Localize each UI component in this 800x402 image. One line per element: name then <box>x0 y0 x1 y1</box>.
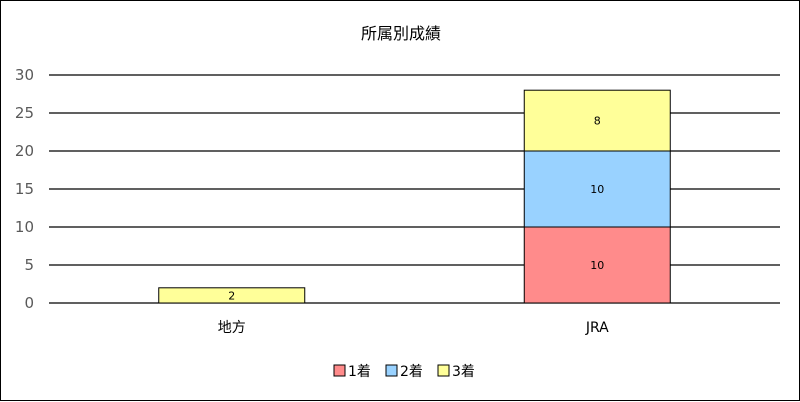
chart-title: 所属別成績 <box>361 24 441 43</box>
legend: 1着 2着 3着 <box>333 364 475 380</box>
y-tick-label: 25 <box>15 104 34 122</box>
bar-segment-3着-JRA <box>523 89 671 152</box>
y-tick-label: 0 <box>24 294 34 312</box>
legend-swatch-1着 <box>333 364 346 377</box>
bars-layer: 2 地方 10 10 8 JRA <box>158 89 671 336</box>
y-tick-label: 20 <box>15 142 34 160</box>
legend-label: 2着 <box>400 364 423 380</box>
legend-swatch-2着 <box>385 364 398 377</box>
y-tick-label: 30 <box>15 66 34 84</box>
legend-label: 1着 <box>348 364 371 380</box>
y-tick-label: 5 <box>24 256 34 274</box>
y-tick-label: 15 <box>15 180 34 198</box>
data-label: 8 <box>594 115 601 128</box>
bar-segment-3着-地方 <box>158 287 306 304</box>
x-tick-label: JRA <box>585 320 609 336</box>
data-label: 10 <box>590 259 604 272</box>
x-tick-label: 地方 <box>218 320 246 336</box>
legend-swatch-3着 <box>437 364 450 377</box>
legend-label: 3着 <box>452 364 475 380</box>
data-label: 2 <box>228 289 235 302</box>
data-label: 10 <box>590 183 604 196</box>
bar-segment-2着-JRA <box>523 150 671 228</box>
y-tick-label: 10 <box>15 218 34 236</box>
